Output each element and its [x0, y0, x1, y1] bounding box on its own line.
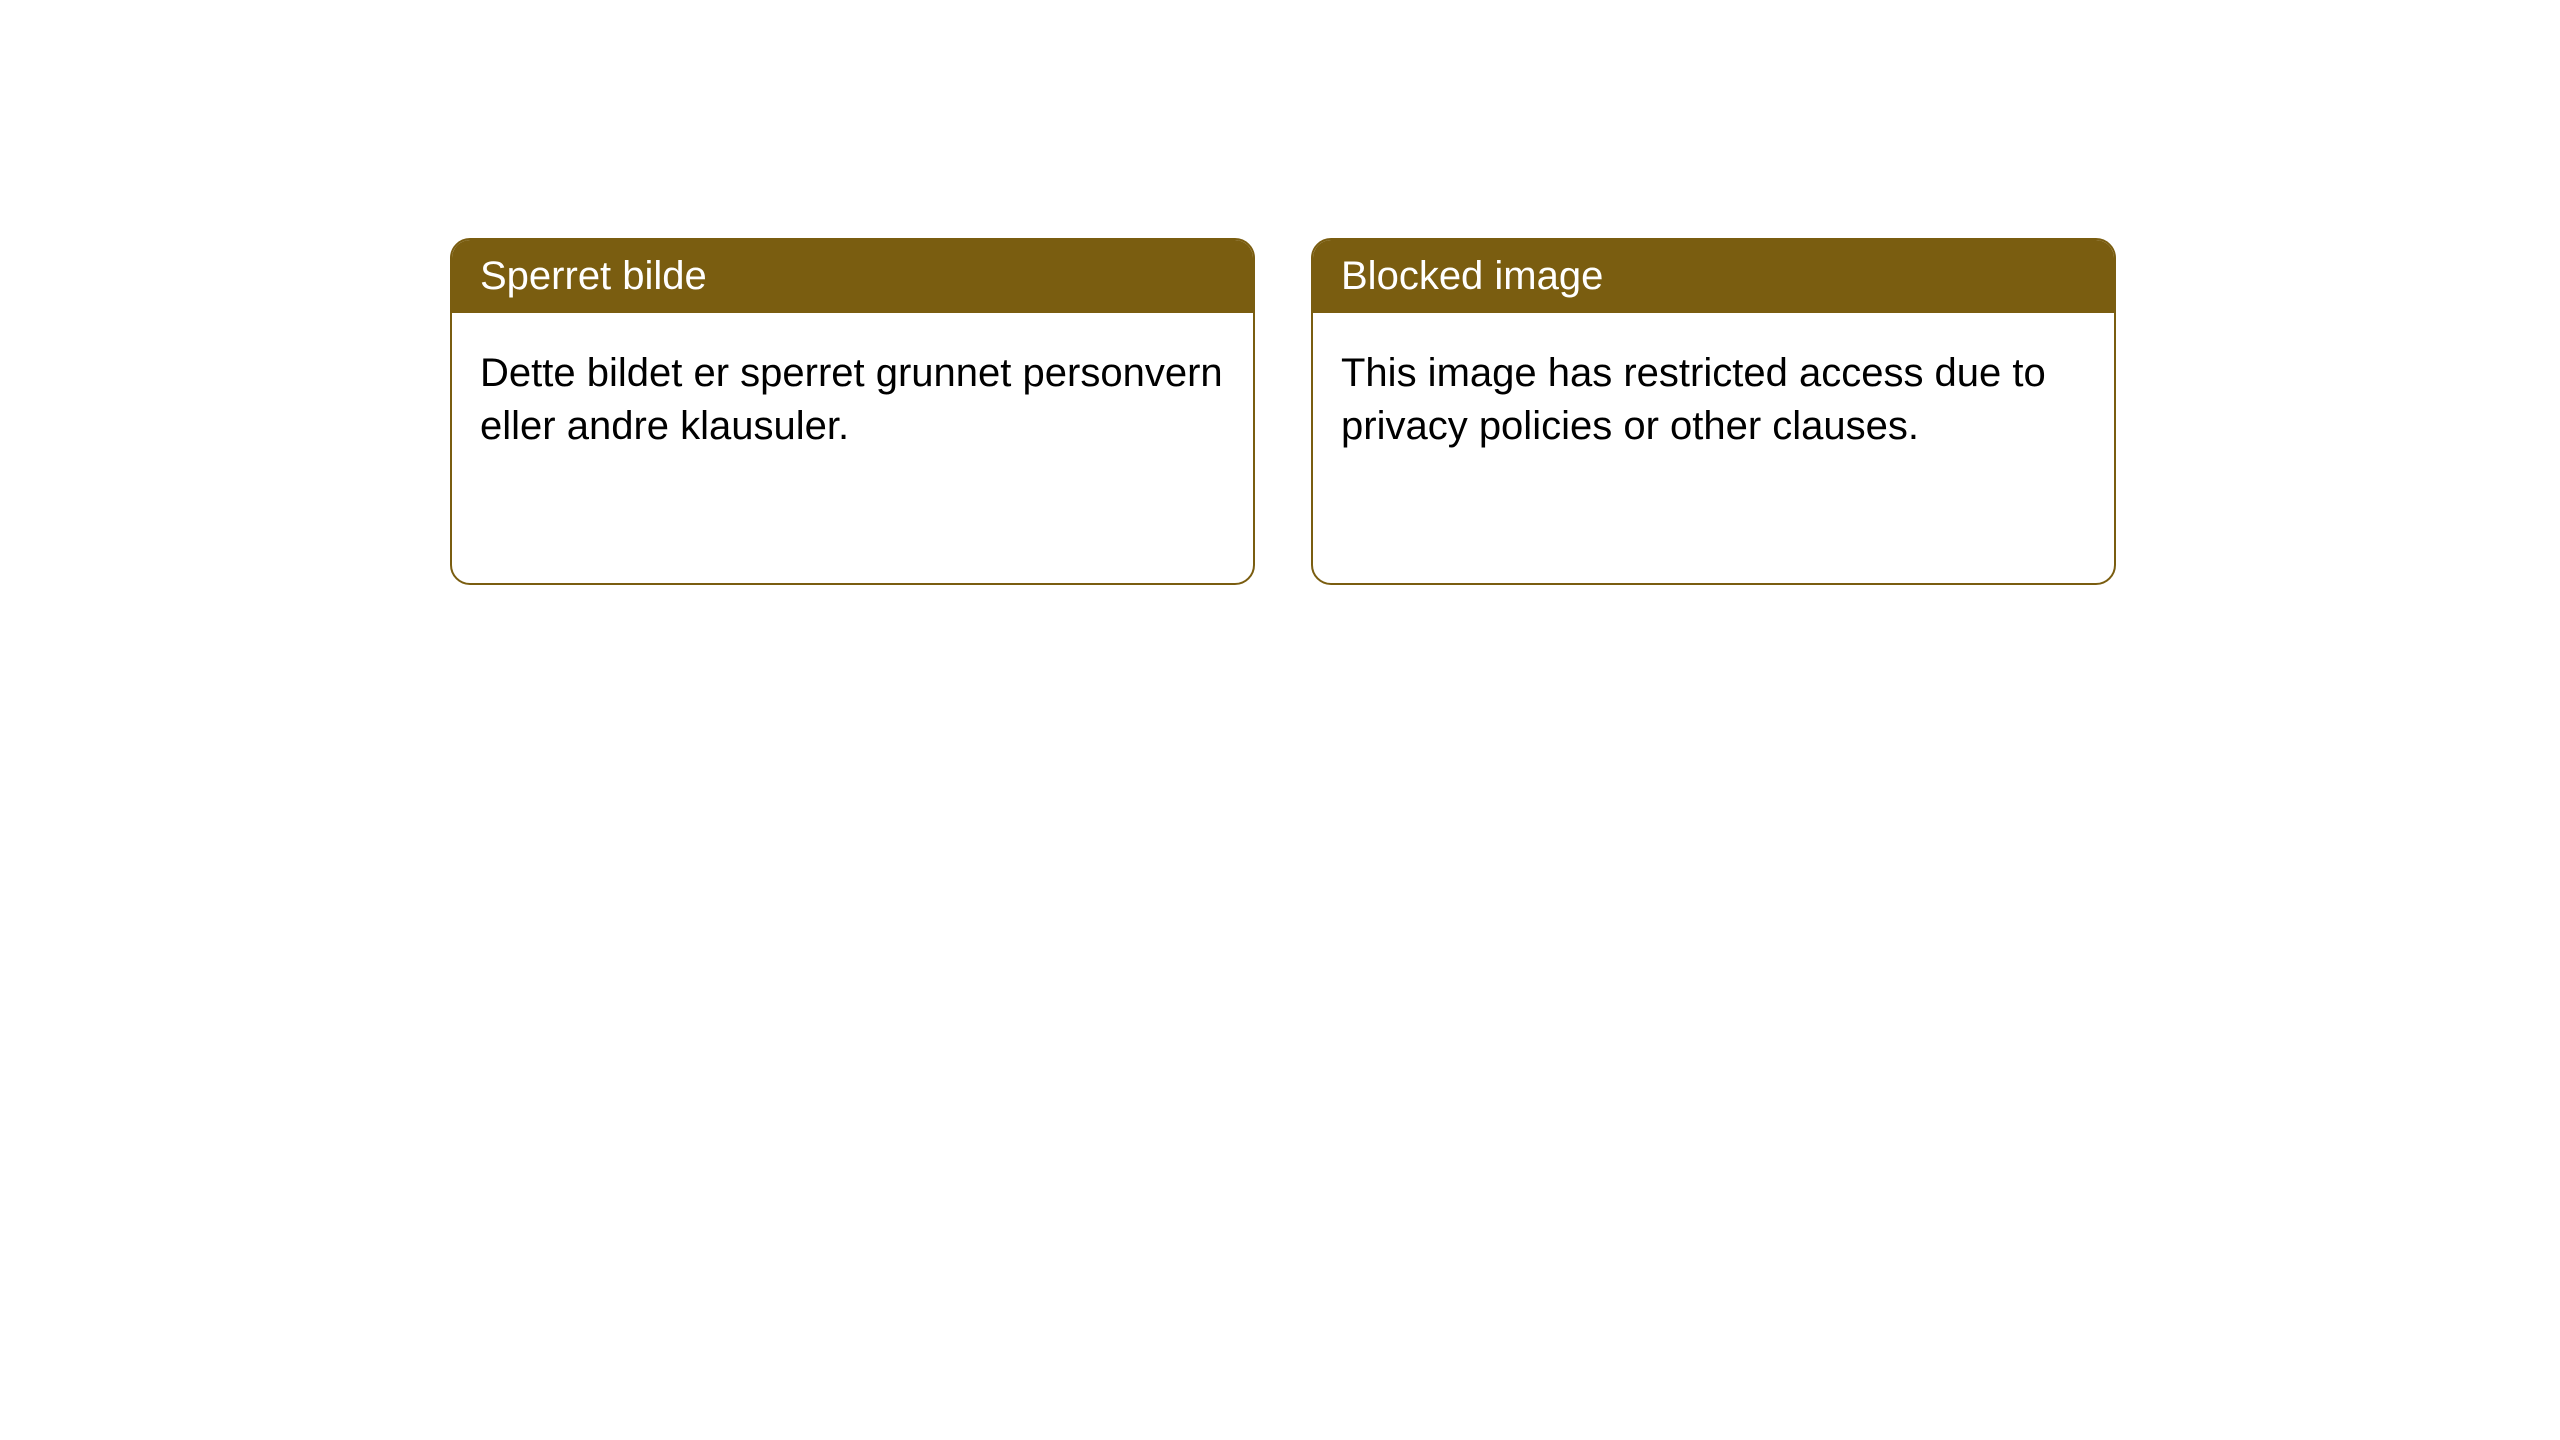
notice-card-text: This image has restricted access due to … — [1341, 351, 2046, 448]
notice-card-container: Sperret bilde Dette bildet er sperret gr… — [450, 238, 2116, 585]
notice-card-header: Sperret bilde — [452, 240, 1253, 313]
notice-card-body: Dette bildet er sperret grunnet personve… — [452, 313, 1253, 583]
notice-card-header: Blocked image — [1313, 240, 2114, 313]
notice-card-title: Sperret bilde — [480, 254, 707, 298]
notice-card-body: This image has restricted access due to … — [1313, 313, 2114, 583]
notice-card-title: Blocked image — [1341, 254, 1603, 298]
notice-card-norwegian: Sperret bilde Dette bildet er sperret gr… — [450, 238, 1255, 585]
notice-card-english: Blocked image This image has restricted … — [1311, 238, 2116, 585]
notice-card-text: Dette bildet er sperret grunnet personve… — [480, 351, 1223, 448]
